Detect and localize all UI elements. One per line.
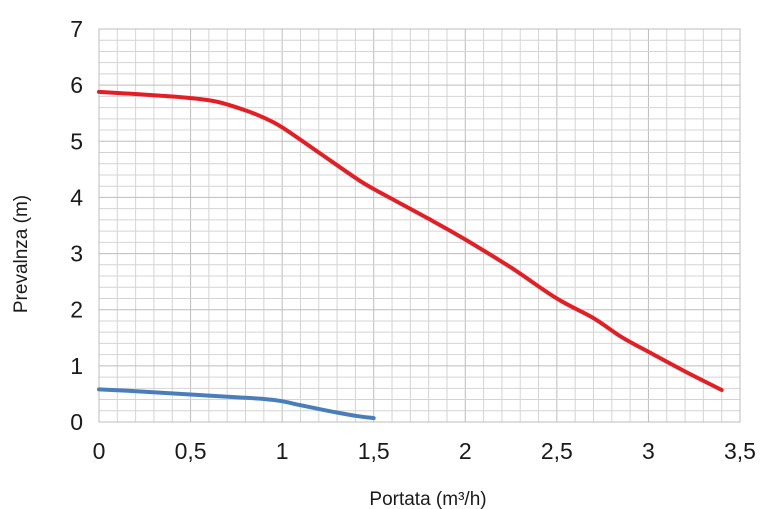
y-tick-label: 3 <box>70 241 83 267</box>
x-tick-label: 3,5 <box>724 438 756 464</box>
x-tick-label: 0,5 <box>175 438 207 464</box>
y-axis-ticks: 0 1 2 3 4 5 6 7 <box>70 16 83 435</box>
x-tick-label: 2,5 <box>541 438 573 464</box>
y-tick-label: 7 <box>70 16 83 42</box>
x-tick-label: 2 <box>459 438 472 464</box>
x-axis-title: Portata (m³/h) <box>369 489 486 509</box>
x-tick-label: 1 <box>276 438 289 464</box>
y-tick-label: 0 <box>70 409 83 435</box>
y-tick-label: 6 <box>70 72 83 98</box>
y-tick-label: 1 <box>70 353 83 379</box>
y-axis-title: Prevalnza (m) <box>11 195 32 313</box>
y-tick-label: 2 <box>70 297 83 323</box>
y-tick-label: 4 <box>70 184 83 210</box>
x-axis-ticks: 0 0,5 1 1,5 2 2,5 3 3,5 <box>93 438 756 464</box>
series-lines <box>97 89 724 421</box>
x-tick-label: 0 <box>93 438 106 464</box>
x-tick-label: 3 <box>642 438 655 464</box>
series-line-1 <box>97 89 724 392</box>
series-line-2 <box>97 387 376 421</box>
plot-frame <box>98 28 741 423</box>
x-tick-label: 1,5 <box>358 438 390 464</box>
y-tick-label: 5 <box>70 128 83 154</box>
grid <box>98 28 741 423</box>
